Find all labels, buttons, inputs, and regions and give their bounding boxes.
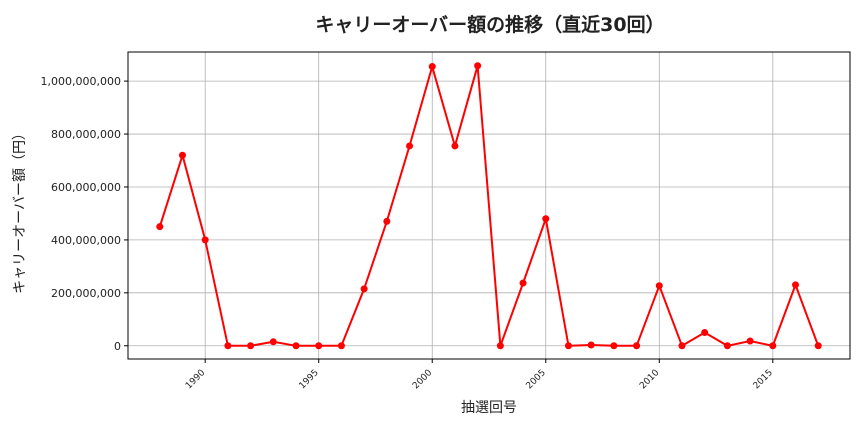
data-point [337, 342, 345, 350]
data-point [224, 342, 232, 350]
x-tick-label: 1995 [298, 368, 321, 391]
x-axis-label: 抽選回号 [461, 400, 517, 416]
x-axis: 1990 1995 2000 2005 2010 2015 [184, 359, 775, 391]
data-point [564, 342, 572, 350]
data-point [792, 281, 800, 289]
data-point [587, 341, 595, 349]
data-point [542, 215, 550, 223]
data-point [451, 142, 459, 150]
x-tick-label: 2010 [638, 368, 661, 391]
y-tick-label: 600,000,000 [51, 181, 121, 194]
data-point [633, 342, 641, 350]
y-axis: 0 200,000,000 400,000,000 600,000,000 800,00… [41, 75, 128, 353]
data-point [519, 279, 527, 287]
data-point [610, 342, 618, 350]
data-point [655, 282, 663, 290]
data-point [746, 337, 754, 345]
series-line [158, 62, 820, 348]
data-point [201, 236, 209, 244]
data-point [156, 223, 164, 231]
plot-frame [127, 51, 851, 360]
y-tick-label: 200,000,000 [51, 287, 121, 300]
data-point [315, 342, 323, 350]
data-point [701, 329, 709, 337]
y-axis-label: キャリーオーバー額（円） [12, 126, 28, 294]
data-points [156, 62, 822, 350]
data-point [723, 342, 731, 350]
y-tick-label: 800,000,000 [51, 128, 121, 141]
data-point [496, 342, 504, 350]
data-point [406, 142, 414, 150]
data-point [428, 63, 436, 71]
data-point [292, 342, 300, 350]
data-point [814, 342, 822, 350]
y-tick-label: 0 [114, 340, 121, 353]
x-tick-label: 1990 [184, 368, 207, 391]
x-tick-label: 2000 [411, 368, 434, 391]
data-point [178, 151, 186, 159]
grid [128, 52, 850, 359]
y-tick-label: 400,000,000 [51, 234, 121, 247]
x-tick-label: 2005 [525, 368, 548, 391]
data-point [769, 342, 777, 350]
data-point [383, 217, 391, 225]
data-point [360, 285, 368, 293]
data-point [474, 62, 482, 70]
data-point [678, 342, 686, 350]
y-tick-label: 1,000,000,000 [41, 75, 121, 88]
data-point [269, 338, 277, 346]
chart-title: キャリーオーバー額の推移（直近30回） [315, 13, 664, 36]
data-point [247, 342, 255, 350]
x-tick-label: 2015 [752, 368, 775, 391]
